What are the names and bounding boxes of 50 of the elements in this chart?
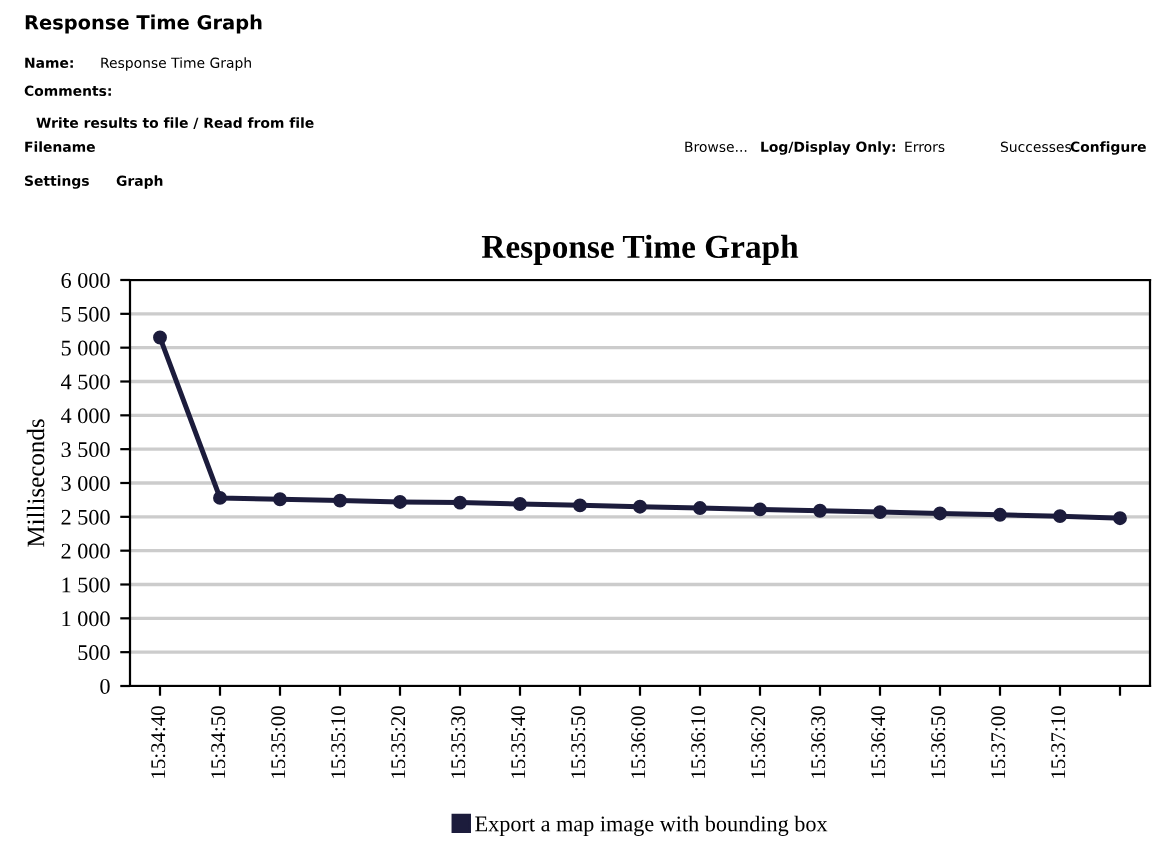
x-tick-label: 15:35:40 — [511, 706, 526, 778]
point — [273, 492, 287, 507]
x-tick-label: 15:36:30 — [811, 706, 826, 778]
x-tick-label: 15:35:10 — [331, 706, 346, 778]
x-tick-label: 15:36:00 — [631, 706, 646, 778]
y-tick-label: 3 500 — [61, 442, 110, 458]
x-tick-label: 15:35:00 — [271, 706, 286, 778]
y-axis-title: Milliseconds — [26, 419, 45, 547]
chart-title: Response Time Graph — [481, 234, 799, 265]
point — [873, 505, 887, 520]
point — [753, 502, 767, 517]
point — [213, 490, 227, 505]
legend-label: Export a map image with bounding box — [475, 815, 828, 836]
x-tick-label: 15:34:50 — [211, 706, 226, 778]
point — [1113, 511, 1127, 526]
x-tick-label: 15:36:10 — [691, 706, 706, 778]
x-tick-label: 15:34:40 — [151, 706, 166, 778]
x-tick-label: 15:35:50 — [571, 706, 586, 778]
y-tick-label: 6 000 — [61, 272, 110, 288]
y-tick-label: 0 — [100, 678, 110, 694]
point — [1053, 509, 1067, 524]
point — [393, 495, 407, 509]
y-tick-label: 1 000 — [62, 611, 110, 627]
y-tick-label: 5 000 — [61, 340, 110, 356]
point — [573, 498, 587, 513]
y-tick-label: 2 000 — [61, 543, 110, 559]
point — [333, 493, 347, 508]
point — [453, 495, 467, 510]
x-tick-label: 15:35:30 — [451, 706, 466, 778]
point — [153, 330, 167, 345]
point — [993, 507, 1007, 522]
point — [693, 501, 707, 515]
point — [633, 499, 647, 514]
x-tick-label: 15:35:20 — [391, 706, 406, 778]
y-tick-label: 4 500 — [60, 374, 110, 390]
text: Response Time Graph — [25, 14, 262, 34]
y-tick-label: 3 000 — [61, 475, 110, 491]
point — [933, 506, 947, 521]
y-tick-label: 500 — [78, 645, 110, 661]
y-tick-label: 4 000 — [60, 408, 110, 424]
x-tick-label: 15:36:50 — [931, 706, 946, 778]
x-tick-label: 15:36:40 — [871, 706, 886, 778]
point — [813, 503, 827, 518]
x-tick-label: 15:37:10 — [1051, 706, 1066, 778]
point — [513, 497, 527, 511]
y-tick-label: 1 500 — [62, 577, 110, 593]
x-tick-label: 15:37:00 — [991, 706, 1006, 778]
y-tick-label: 5 500 — [61, 306, 110, 322]
y-tick-label: 2 500 — [61, 509, 110, 525]
x-tick-label: 15:36:20 — [751, 706, 766, 778]
